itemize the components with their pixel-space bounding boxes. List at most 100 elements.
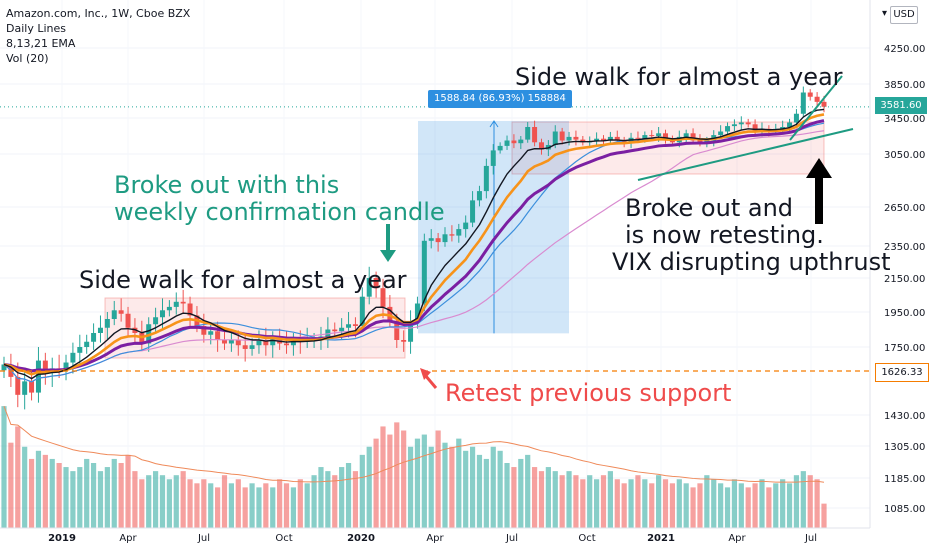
volume-bar <box>304 483 310 528</box>
candle-body <box>518 139 524 144</box>
volume-bar <box>628 479 634 528</box>
volume-bar <box>166 479 172 528</box>
volume-bar <box>711 479 717 528</box>
candle-body <box>208 331 214 335</box>
volume-bar <box>221 475 228 528</box>
volume-bar <box>497 450 503 528</box>
volume-bar <box>525 454 531 528</box>
candle-body <box>532 127 538 143</box>
candle-body <box>70 352 76 363</box>
volume-bar <box>283 483 290 528</box>
volume-bar <box>766 487 772 528</box>
volume-bars <box>1 405 827 528</box>
candle-body <box>84 341 90 347</box>
candle-body <box>669 140 675 143</box>
volume-bar <box>325 471 331 528</box>
volume-bar <box>401 430 407 528</box>
candle-body <box>635 137 641 139</box>
measure-arrow-head <box>489 120 499 128</box>
volume-bar <box>773 483 779 528</box>
volume-bar <box>800 471 806 528</box>
volume-bar <box>511 467 517 528</box>
candle-body <box>290 340 296 346</box>
volume-bar <box>277 479 283 528</box>
candle-body <box>800 92 806 114</box>
volume-bar <box>483 458 489 528</box>
candle-body <box>573 136 579 140</box>
volume-bar <box>724 487 731 528</box>
annotation-side-walk-1: Side walk for almost a year <box>79 266 407 294</box>
candle-body <box>793 113 799 123</box>
candle-body <box>284 343 290 346</box>
candle-body <box>228 340 234 344</box>
candle-body <box>1 364 7 371</box>
volume-bar <box>15 426 21 528</box>
volume-bar <box>786 483 793 528</box>
candle-body <box>649 135 655 137</box>
candle-body <box>15 376 21 395</box>
candle-body <box>325 329 331 337</box>
x-tick-label: Oct <box>578 533 595 544</box>
candle-body <box>697 140 703 143</box>
x-tick-label: 2019 <box>48 533 76 544</box>
y-tick-label: 1185.00 <box>884 474 925 485</box>
volume-bar <box>690 487 696 528</box>
candle-body <box>814 96 820 102</box>
volume-bar <box>566 471 572 528</box>
volume-bar <box>1 406 7 528</box>
volume-bar <box>380 426 386 528</box>
y-tick-label: 3450.00 <box>884 114 925 125</box>
volume-bar <box>614 479 620 528</box>
candle-body <box>242 345 248 349</box>
volume-bar <box>70 471 76 528</box>
candle-body <box>656 133 662 136</box>
chart-legend: Amazon.com, Inc., 1W, Cboe BZX Daily Lin… <box>6 6 190 66</box>
volume-ma-line <box>3 405 825 483</box>
candle-body <box>449 234 455 236</box>
candle-body <box>394 320 400 340</box>
candle-body <box>159 310 165 318</box>
volume-bar <box>463 450 469 528</box>
volume-bar <box>656 475 662 528</box>
moving-averages <box>3 108 825 383</box>
y-tick-label: 3050.00 <box>884 150 925 161</box>
volume-bar <box>814 479 820 528</box>
volume-bar <box>77 467 83 528</box>
currency-button[interactable]: USD <box>890 6 918 24</box>
volume-bar <box>504 463 510 528</box>
volume-bar <box>242 487 248 528</box>
candle-body <box>387 306 393 321</box>
volume-bar <box>194 483 200 528</box>
candle-body <box>718 131 724 136</box>
volume-bar <box>373 438 379 528</box>
volume-bar <box>807 475 813 528</box>
candle-body <box>29 381 35 393</box>
y-tick-label: 4250.00 <box>884 44 925 55</box>
ema8-line <box>3 108 825 380</box>
candle-body <box>483 165 489 192</box>
arrow-red-head <box>420 368 431 380</box>
volume-bar <box>469 446 476 528</box>
candle-body <box>366 278 372 297</box>
candle-body <box>77 347 83 353</box>
x-tick-label: Jul <box>197 533 210 544</box>
legend-title: Amazon.com, Inc., 1W, Cboe BZX <box>6 7 191 20</box>
candle-body <box>173 301 179 307</box>
volume-bar <box>607 471 613 528</box>
y-tick-label: 1750.00 <box>884 343 925 354</box>
y-tick-label: 2650.00 <box>884 203 925 214</box>
volume-bar <box>173 475 179 528</box>
volume-bar <box>215 487 221 528</box>
candle-body <box>111 310 117 319</box>
candle-body <box>180 301 186 304</box>
candle-body <box>780 127 786 129</box>
candle-body <box>497 145 503 151</box>
arrow-red <box>423 374 438 389</box>
candle-body <box>270 338 276 346</box>
volume-bar <box>311 475 317 528</box>
volume-bar <box>414 438 421 528</box>
volume-bar <box>421 434 427 528</box>
volume-bar <box>228 483 234 528</box>
